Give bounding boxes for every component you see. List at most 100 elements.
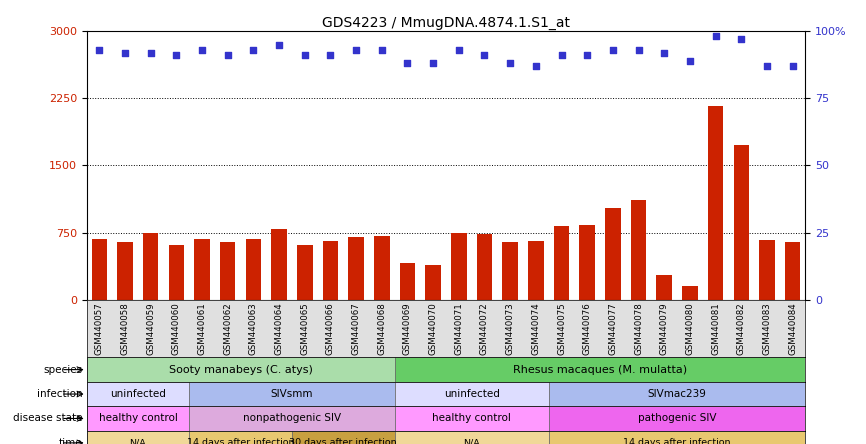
Bar (759, 240, 774, 300)
Bar (169, 245, 184, 300)
Bar (425, 265, 441, 300)
Bar (271, 229, 287, 300)
Text: N/A: N/A (463, 438, 480, 444)
Text: GSM440073: GSM440073 (506, 303, 514, 355)
Bar (708, 106, 723, 300)
Text: GSM440066: GSM440066 (326, 303, 335, 355)
Text: GSM440061: GSM440061 (197, 303, 207, 355)
Bar (451, 233, 467, 300)
Text: pathogenic SIV: pathogenic SIV (637, 413, 716, 424)
Text: GSM440067: GSM440067 (352, 303, 360, 355)
Bar (630, 200, 646, 300)
Point (785, 63, 799, 70)
Point (529, 63, 543, 70)
Point (554, 52, 568, 59)
Point (683, 57, 697, 64)
Bar (528, 241, 544, 300)
Bar (395, 357, 805, 382)
Bar (220, 242, 236, 300)
Text: Sooty manabeys (C. atys): Sooty manabeys (C. atys) (169, 365, 313, 375)
Point (631, 46, 645, 53)
Bar (374, 236, 390, 300)
Bar (87, 357, 395, 382)
Text: healthy control: healthy control (99, 413, 178, 424)
Point (93, 46, 107, 53)
Bar (190, 382, 395, 406)
Bar (549, 382, 805, 406)
Text: GSM440082: GSM440082 (737, 303, 746, 355)
Text: species: species (43, 365, 82, 375)
Text: GSM440083: GSM440083 (762, 303, 772, 355)
Text: GSM440070: GSM440070 (429, 303, 437, 355)
Bar (87, 431, 190, 444)
Bar (190, 406, 395, 431)
Point (503, 60, 517, 67)
Text: uninfected: uninfected (443, 389, 500, 399)
Bar (400, 263, 415, 300)
Text: nonpathogenic SIV: nonpathogenic SIV (242, 413, 341, 424)
Text: disease state: disease state (13, 413, 82, 424)
Text: 14 days after infection: 14 days after infection (624, 438, 731, 444)
Text: GSM440078: GSM440078 (634, 303, 643, 355)
Text: SIVsmm: SIVsmm (271, 389, 313, 399)
Bar (502, 242, 518, 300)
Bar (395, 382, 549, 406)
Bar (656, 275, 672, 300)
Text: GSM440076: GSM440076 (583, 303, 591, 355)
Point (760, 63, 774, 70)
Bar (92, 239, 107, 300)
Point (144, 49, 158, 56)
Text: infection: infection (36, 389, 82, 399)
Bar (477, 234, 492, 300)
Text: N/A: N/A (130, 438, 146, 444)
Text: uninfected: uninfected (110, 389, 166, 399)
Text: 30 days after infection: 30 days after infection (289, 438, 397, 444)
Point (247, 46, 261, 53)
Point (580, 52, 594, 59)
Bar (395, 431, 549, 444)
Text: 14 days after infection: 14 days after infection (187, 438, 294, 444)
Point (221, 52, 235, 59)
Point (606, 46, 620, 53)
Bar (190, 431, 292, 444)
Bar (605, 208, 621, 300)
Text: SIVmac239: SIVmac239 (648, 389, 707, 399)
Text: time: time (59, 438, 82, 444)
Point (452, 46, 466, 53)
Point (401, 60, 415, 67)
Bar (579, 225, 595, 300)
Point (170, 52, 184, 59)
Point (349, 46, 363, 53)
Bar (553, 226, 569, 300)
Bar (323, 241, 338, 300)
Point (195, 46, 209, 53)
Text: GSM440069: GSM440069 (403, 303, 412, 355)
Text: healthy control: healthy control (432, 413, 511, 424)
Text: GSM440060: GSM440060 (172, 303, 181, 355)
Title: GDS4223 / MmugDNA.4874.1.S1_at: GDS4223 / MmugDNA.4874.1.S1_at (322, 16, 570, 30)
Text: GSM440065: GSM440065 (301, 303, 309, 355)
Bar (118, 242, 132, 300)
Point (708, 33, 722, 40)
Bar (297, 245, 313, 300)
Point (426, 60, 440, 67)
Text: GSM440062: GSM440062 (223, 303, 232, 355)
Text: GSM440058: GSM440058 (120, 303, 130, 355)
Bar (246, 239, 262, 300)
Text: GSM440081: GSM440081 (711, 303, 720, 355)
Text: GSM440068: GSM440068 (378, 303, 386, 355)
Point (375, 46, 389, 53)
Text: GSM440071: GSM440071 (455, 303, 463, 355)
Text: GSM440059: GSM440059 (146, 303, 155, 355)
Point (657, 49, 671, 56)
Point (118, 49, 132, 56)
Bar (549, 406, 805, 431)
Bar (395, 406, 549, 431)
Text: GSM440077: GSM440077 (608, 303, 617, 355)
Bar (682, 286, 697, 300)
Text: GSM440075: GSM440075 (557, 303, 566, 355)
Text: GSM440072: GSM440072 (480, 303, 489, 355)
Bar (734, 145, 749, 300)
Point (272, 41, 286, 48)
Text: Rhesus macaques (M. mulatta): Rhesus macaques (M. mulatta) (513, 365, 687, 375)
